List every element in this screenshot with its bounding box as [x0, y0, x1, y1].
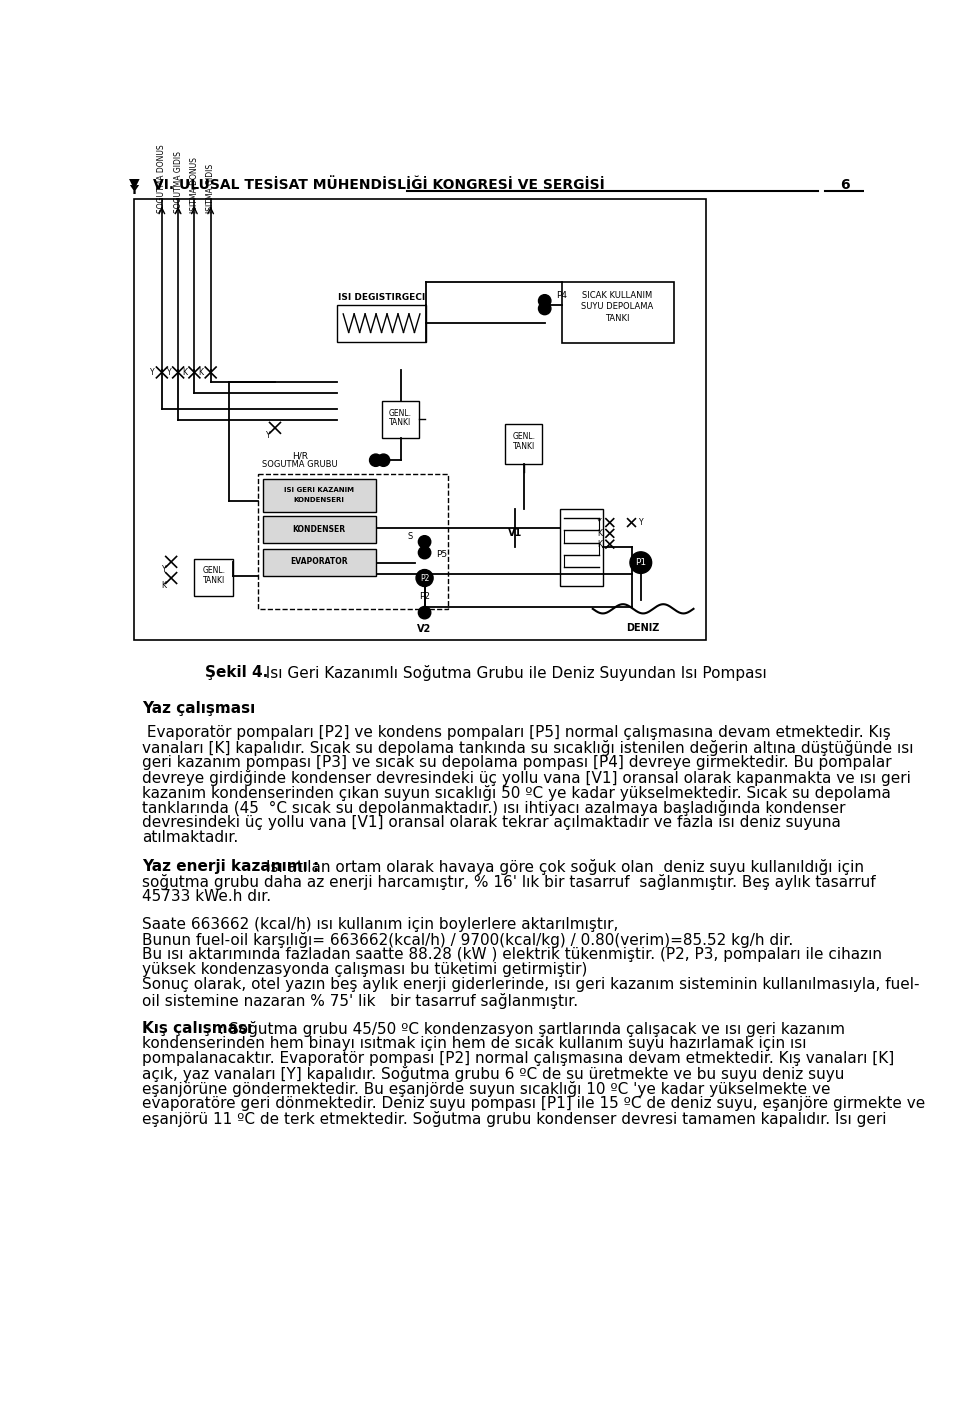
- Circle shape: [539, 303, 551, 314]
- Text: soğutma grubu daha az enerji harcamıştır, % 16' lık bir tasarruf  sağlanmıştır. : soğutma grubu daha az enerji harcamıştır…: [142, 874, 876, 889]
- Text: :: :: [223, 701, 228, 716]
- Text: yüksek kondenzasyonda çalışması bu tüketimi getirmiştir): yüksek kondenzasyonda çalışması bu tüket…: [142, 963, 588, 977]
- Text: atılmaktadır.: atılmaktadır.: [142, 830, 238, 845]
- Text: Bunun fuel-oil karşılığı= 663662(kcal/h) / 9700(kcal/kg) / 0.80(verim)=85.52 kg/: Bunun fuel-oil karşılığı= 663662(kcal/h)…: [142, 933, 793, 949]
- Text: Yaz enerji kazanımı :: Yaz enerji kazanımı :: [142, 860, 319, 874]
- Text: vanaları [K] kapalıdır. Sıcak su depolama tankında su sıcaklığı istenilen değeri: vanaları [K] kapalıdır. Sıcak su depolam…: [142, 741, 913, 756]
- Text: ISI DEGISTIRGECI: ISI DEGISTIRGECI: [338, 293, 424, 302]
- Text: Yaz çalışması: Yaz çalışması: [142, 701, 255, 716]
- Text: K: K: [199, 368, 204, 377]
- Circle shape: [419, 606, 431, 619]
- Text: SOGUTMA GRUBU: SOGUTMA GRUBU: [262, 460, 338, 469]
- Text: P2: P2: [420, 573, 429, 582]
- Text: Y: Y: [151, 368, 155, 377]
- Text: P2: P2: [420, 592, 430, 600]
- Text: Kış çalışması: Kış çalışması: [142, 1021, 252, 1037]
- Text: Y: Y: [638, 518, 643, 527]
- Text: ISI GERI KAZANIM: ISI GERI KAZANIM: [284, 487, 354, 493]
- Text: : Soğutma grubu 45/50 ºC kondenzasyon şartlarında çalışacak ve ısı geri kazanım: : Soğutma grubu 45/50 ºC kondenzasyon şa…: [219, 1021, 845, 1037]
- Text: Y: Y: [130, 184, 138, 197]
- Text: V1: V1: [508, 528, 522, 538]
- Text: Sonuç olarak, otel yazın beş aylık enerji giderlerinde, ısı geri kazanım sistemi: Sonuç olarak, otel yazın beş aylık enerj…: [142, 977, 920, 993]
- Text: oil sistemine nazaran % 75' lik   bir tasarruf sağlanmıştır.: oil sistemine nazaran % 75' lik bir tasa…: [142, 993, 578, 1008]
- Text: DENIZ: DENIZ: [627, 623, 660, 633]
- Text: tanklarında (45  °C sıcak su depolanmaktadır.) ısı ihtiyacı azalmaya başladığınd: tanklarında (45 °C sıcak su depolanmakta…: [142, 800, 845, 816]
- Text: K: K: [597, 528, 602, 538]
- Text: Y: Y: [166, 368, 171, 377]
- Text: K: K: [597, 539, 602, 548]
- Text: açık, yaz vanaları [Y] kapalıdır. Soğutma grubu 6 ºC de su üretmekte ve bu suyu : açık, yaz vanaları [Y] kapalıdır. Soğutm…: [142, 1066, 844, 1082]
- Bar: [194, 559, 233, 596]
- Bar: [562, 282, 674, 343]
- Text: ISITMA DONUS: ISITMA DONUS: [190, 157, 199, 212]
- Text: 6: 6: [841, 177, 851, 191]
- Text: V2: V2: [418, 624, 432, 634]
- Bar: [263, 480, 375, 511]
- Text: TANKI: TANKI: [203, 576, 225, 585]
- Text: geri kazanım pompası [P3] ve sıcak su depolama pompası [P4] devreye girmektedir.: geri kazanım pompası [P3] ve sıcak su de…: [142, 755, 891, 770]
- Text: SOGUTMA DONUS: SOGUTMA DONUS: [157, 144, 166, 212]
- Circle shape: [377, 455, 390, 466]
- Text: Evaporatör pompaları [P2] ve kondens pompaları [P5] normal çalışmasına devam etm: Evaporatör pompaları [P2] ve kondens pom…: [142, 725, 891, 741]
- Bar: [337, 304, 426, 341]
- Text: K: K: [161, 581, 167, 590]
- Text: eşanjörü 11 ºC de terk etmektedir. Soğutma grubu kondenser devresi tamamen kapal: eşanjörü 11 ºC de terk etmektedir. Soğut…: [142, 1112, 886, 1127]
- Bar: [561, 508, 603, 586]
- Text: 45733 kWe.h dır.: 45733 kWe.h dır.: [142, 889, 271, 903]
- Bar: [258, 474, 447, 609]
- Text: Y: Y: [162, 565, 166, 573]
- Text: P1: P1: [636, 558, 646, 568]
- Text: SICAK KULLANIM: SICAK KULLANIM: [583, 290, 653, 300]
- Text: SOGUTMA GIDIS: SOGUTMA GIDIS: [174, 152, 182, 212]
- Text: kondenserinden hem binayı ısıtmak için hem de sıcak kullanım suyu hazırlamak içi: kondenserinden hem binayı ısıtmak için h…: [142, 1037, 806, 1051]
- Text: Y: Y: [597, 518, 602, 527]
- Text: KONDENSERI: KONDENSERI: [294, 497, 345, 503]
- Text: VI. ULUSAL TESİSAT MÜHENDİSLİĞİ KONGRESİ VE SERGİSİ: VI. ULUSAL TESİSAT MÜHENDİSLİĞİ KONGRESİ…: [153, 177, 604, 191]
- Text: S: S: [408, 532, 413, 541]
- Bar: [263, 517, 375, 544]
- Text: SUYU DEPOLAMA: SUYU DEPOLAMA: [582, 303, 654, 312]
- Text: ISITMA GIDIS: ISITMA GIDIS: [206, 164, 215, 212]
- Text: EVAPORATOR: EVAPORATOR: [290, 558, 348, 566]
- Circle shape: [419, 535, 431, 548]
- Bar: [505, 423, 542, 464]
- Circle shape: [630, 552, 652, 573]
- Text: GENL.: GENL.: [513, 432, 536, 440]
- Text: TANKI: TANKI: [513, 442, 535, 450]
- Circle shape: [416, 569, 433, 586]
- Text: TANKI: TANKI: [390, 418, 412, 428]
- Text: K: K: [182, 368, 187, 377]
- Text: GENL.: GENL.: [203, 566, 226, 575]
- Text: pompalanacaktır. Evaporatör pompası [P2] normal çalışmasına devam etmektedir. Kı: pompalanacaktır. Evaporatör pompası [P2]…: [142, 1051, 894, 1066]
- Text: kazanım kondenserinden çıkan suyun sıcaklığı 50 ºC ye kadar yükselmektedir. Sıca: kazanım kondenserinden çıkan suyun sıcak…: [142, 786, 891, 801]
- Text: TANKI: TANKI: [606, 314, 630, 323]
- Text: Isı Geri Kazanımlı Soğutma Grubu ile Deniz Suyundan Isı Pompası: Isı Geri Kazanımlı Soğutma Grubu ile Den…: [256, 666, 767, 681]
- Text: devresindeki üç yollu vana [V1] oransal olarak tekrar açılmaktadır ve fazla ısı : devresindeki üç yollu vana [V1] oransal …: [142, 816, 841, 830]
- Text: devreye girdiğinde kondenser devresindeki üç yollu vana [V1] oransal olarak kapa: devreye girdiğinde kondenser devresindek…: [142, 770, 911, 786]
- Text: KONDENSER: KONDENSER: [293, 525, 346, 534]
- Text: Isı atılan ortam olarak havaya göre çok soğuk olan  deniz suyu kullanıldığı için: Isı atılan ortam olarak havaya göre çok …: [266, 860, 864, 875]
- Text: Y: Y: [266, 430, 271, 440]
- Circle shape: [419, 547, 431, 559]
- Bar: [382, 401, 420, 438]
- Text: Bu ısı aktarımında fazladan saatte 88.28 (kW ) elektrik tükenmiştir. (P2, P3, po: Bu ısı aktarımında fazladan saatte 88.28…: [142, 947, 881, 963]
- Text: GENL.: GENL.: [389, 409, 412, 418]
- Circle shape: [539, 295, 551, 307]
- Text: H/R: H/R: [292, 452, 308, 460]
- Bar: [134, 200, 706, 640]
- Text: evaporatöre geri dönmektedir. Deniz suyu pompası [P1] ile 15 ºC de deniz suyu, e: evaporatöre geri dönmektedir. Deniz suyu…: [142, 1096, 924, 1112]
- Text: P4: P4: [557, 290, 567, 300]
- Text: ▼: ▼: [130, 176, 140, 190]
- Bar: [263, 549, 375, 576]
- Text: P5: P5: [436, 551, 447, 559]
- Text: Şekil 4.: Şekil 4.: [205, 666, 269, 680]
- Circle shape: [370, 455, 382, 466]
- Text: Saate 663662 (kcal/h) ısı kullanım için boylerlere aktarılmıştır,: Saate 663662 (kcal/h) ısı kullanım için …: [142, 918, 618, 932]
- Text: eşanjörüne göndermektedir. Bu eşanjörde suyun sıcaklığı 10 ºC 'ye kadar yükselme: eşanjörüne göndermektedir. Bu eşanjörde …: [142, 1080, 830, 1097]
